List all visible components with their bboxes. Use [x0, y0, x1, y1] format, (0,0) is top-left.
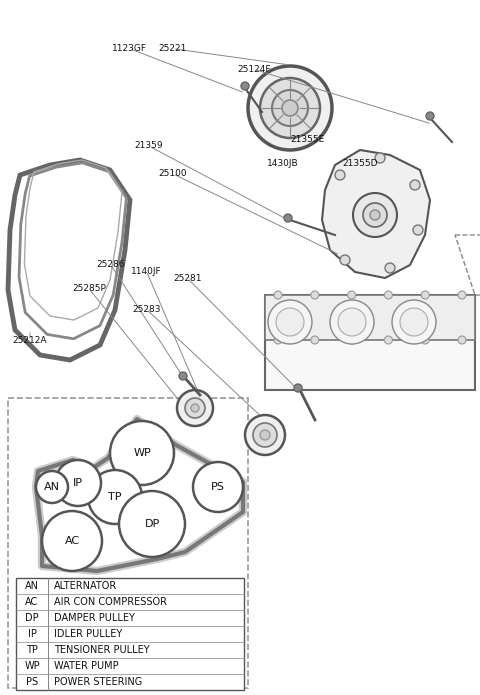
- Text: AC: AC: [25, 597, 38, 607]
- Circle shape: [274, 291, 282, 299]
- Circle shape: [410, 180, 420, 190]
- Text: TP: TP: [26, 645, 38, 655]
- Text: 1140JF: 1140JF: [131, 267, 162, 275]
- Circle shape: [400, 308, 428, 336]
- Circle shape: [458, 291, 466, 299]
- Circle shape: [335, 170, 345, 180]
- Circle shape: [284, 214, 292, 222]
- Circle shape: [363, 203, 387, 227]
- Circle shape: [88, 470, 142, 524]
- Text: AC: AC: [64, 536, 80, 546]
- Text: 21355D: 21355D: [342, 159, 378, 167]
- Text: 25124F: 25124F: [238, 65, 271, 74]
- Circle shape: [119, 491, 185, 557]
- Circle shape: [36, 471, 68, 503]
- Text: TP: TP: [108, 492, 122, 502]
- Text: 25281: 25281: [173, 274, 202, 282]
- Text: 25100: 25100: [158, 170, 187, 178]
- Circle shape: [185, 398, 205, 418]
- Text: WP: WP: [24, 661, 40, 671]
- Text: DAMPER PULLEY: DAMPER PULLEY: [54, 613, 135, 623]
- Text: AN: AN: [25, 581, 39, 591]
- Circle shape: [340, 255, 350, 265]
- Text: POWER STEERING: POWER STEERING: [54, 677, 142, 687]
- Circle shape: [260, 430, 270, 440]
- Text: 25221: 25221: [158, 44, 187, 53]
- Text: 1123GF: 1123GF: [112, 44, 147, 53]
- Circle shape: [191, 404, 199, 412]
- Polygon shape: [265, 295, 475, 340]
- Circle shape: [260, 78, 320, 138]
- Circle shape: [42, 511, 102, 571]
- Text: 25285P: 25285P: [72, 284, 106, 293]
- Circle shape: [353, 193, 397, 237]
- Circle shape: [348, 336, 356, 344]
- Circle shape: [179, 372, 187, 380]
- Circle shape: [330, 300, 374, 344]
- Text: 21355E: 21355E: [290, 135, 324, 143]
- Circle shape: [241, 82, 249, 90]
- Text: IP: IP: [73, 478, 83, 488]
- Text: DP: DP: [144, 519, 160, 529]
- Text: PS: PS: [211, 482, 225, 492]
- Text: 25286: 25286: [96, 260, 125, 268]
- Circle shape: [375, 153, 385, 163]
- Circle shape: [245, 415, 285, 455]
- Circle shape: [248, 66, 332, 150]
- Text: 21359: 21359: [134, 142, 163, 150]
- Circle shape: [311, 336, 319, 344]
- Circle shape: [276, 308, 304, 336]
- Circle shape: [421, 291, 429, 299]
- Text: 1430JB: 1430JB: [267, 159, 299, 167]
- Circle shape: [55, 460, 101, 506]
- Text: WP: WP: [133, 448, 151, 458]
- Text: TENSIONER PULLEY: TENSIONER PULLEY: [54, 645, 150, 655]
- Text: DP: DP: [25, 613, 39, 623]
- Circle shape: [272, 90, 308, 126]
- Circle shape: [274, 336, 282, 344]
- Circle shape: [338, 308, 366, 336]
- Text: 25283: 25283: [132, 305, 161, 313]
- Bar: [8, 398, 248, 688]
- Circle shape: [253, 423, 277, 447]
- Text: IDLER PULLEY: IDLER PULLEY: [54, 629, 122, 639]
- Circle shape: [193, 462, 243, 512]
- Circle shape: [348, 291, 356, 299]
- Circle shape: [384, 336, 392, 344]
- Circle shape: [458, 336, 466, 344]
- Circle shape: [268, 300, 312, 344]
- Circle shape: [392, 300, 436, 344]
- Text: 25212A: 25212A: [12, 336, 47, 345]
- Circle shape: [282, 100, 298, 116]
- Text: AN: AN: [44, 482, 60, 492]
- Circle shape: [384, 291, 392, 299]
- Text: ALTERNATOR: ALTERNATOR: [54, 581, 117, 591]
- Text: WATER PUMP: WATER PUMP: [54, 661, 119, 671]
- Text: PS: PS: [26, 677, 38, 687]
- Circle shape: [385, 263, 395, 273]
- Text: AIR CON COMPRESSOR: AIR CON COMPRESSOR: [54, 597, 167, 607]
- Bar: [265, 295, 475, 390]
- Circle shape: [177, 390, 213, 426]
- Circle shape: [413, 225, 423, 235]
- Circle shape: [370, 210, 380, 220]
- Bar: [16, 578, 244, 690]
- Circle shape: [294, 384, 302, 392]
- Polygon shape: [322, 150, 430, 278]
- Circle shape: [421, 336, 429, 344]
- Text: IP: IP: [27, 629, 36, 639]
- Circle shape: [110, 421, 174, 485]
- Circle shape: [311, 291, 319, 299]
- Circle shape: [426, 112, 434, 120]
